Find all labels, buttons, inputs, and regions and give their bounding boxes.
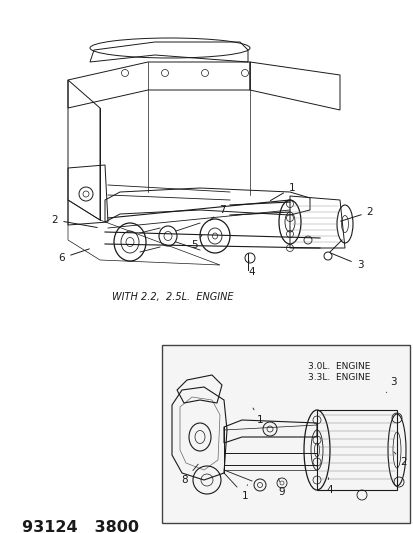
Text: 3: 3	[385, 377, 395, 393]
Text: 3: 3	[330, 253, 363, 270]
Text: WITH 2.2,  2.5L.  ENGINE: WITH 2.2, 2.5L. ENGINE	[112, 292, 233, 302]
Text: 8: 8	[181, 464, 198, 485]
FancyBboxPatch shape	[161, 345, 409, 523]
Text: 9: 9	[278, 479, 285, 497]
Text: 1: 1	[252, 408, 263, 425]
Text: 4: 4	[326, 478, 332, 495]
Text: 4: 4	[248, 261, 255, 277]
Text: 2: 2	[393, 452, 406, 467]
Text: 1: 1	[270, 183, 294, 200]
Text: 6: 6	[59, 249, 89, 263]
Text: 7: 7	[210, 205, 225, 220]
Text: 2: 2	[340, 207, 373, 221]
Text: 93124   3800: 93124 3800	[22, 520, 139, 533]
Text: 1: 1	[241, 484, 248, 501]
Text: 3.0L.  ENGINE
3.3L.  ENGINE: 3.0L. ENGINE 3.3L. ENGINE	[307, 362, 370, 382]
Text: 5: 5	[191, 235, 202, 250]
Text: 2: 2	[52, 215, 97, 228]
